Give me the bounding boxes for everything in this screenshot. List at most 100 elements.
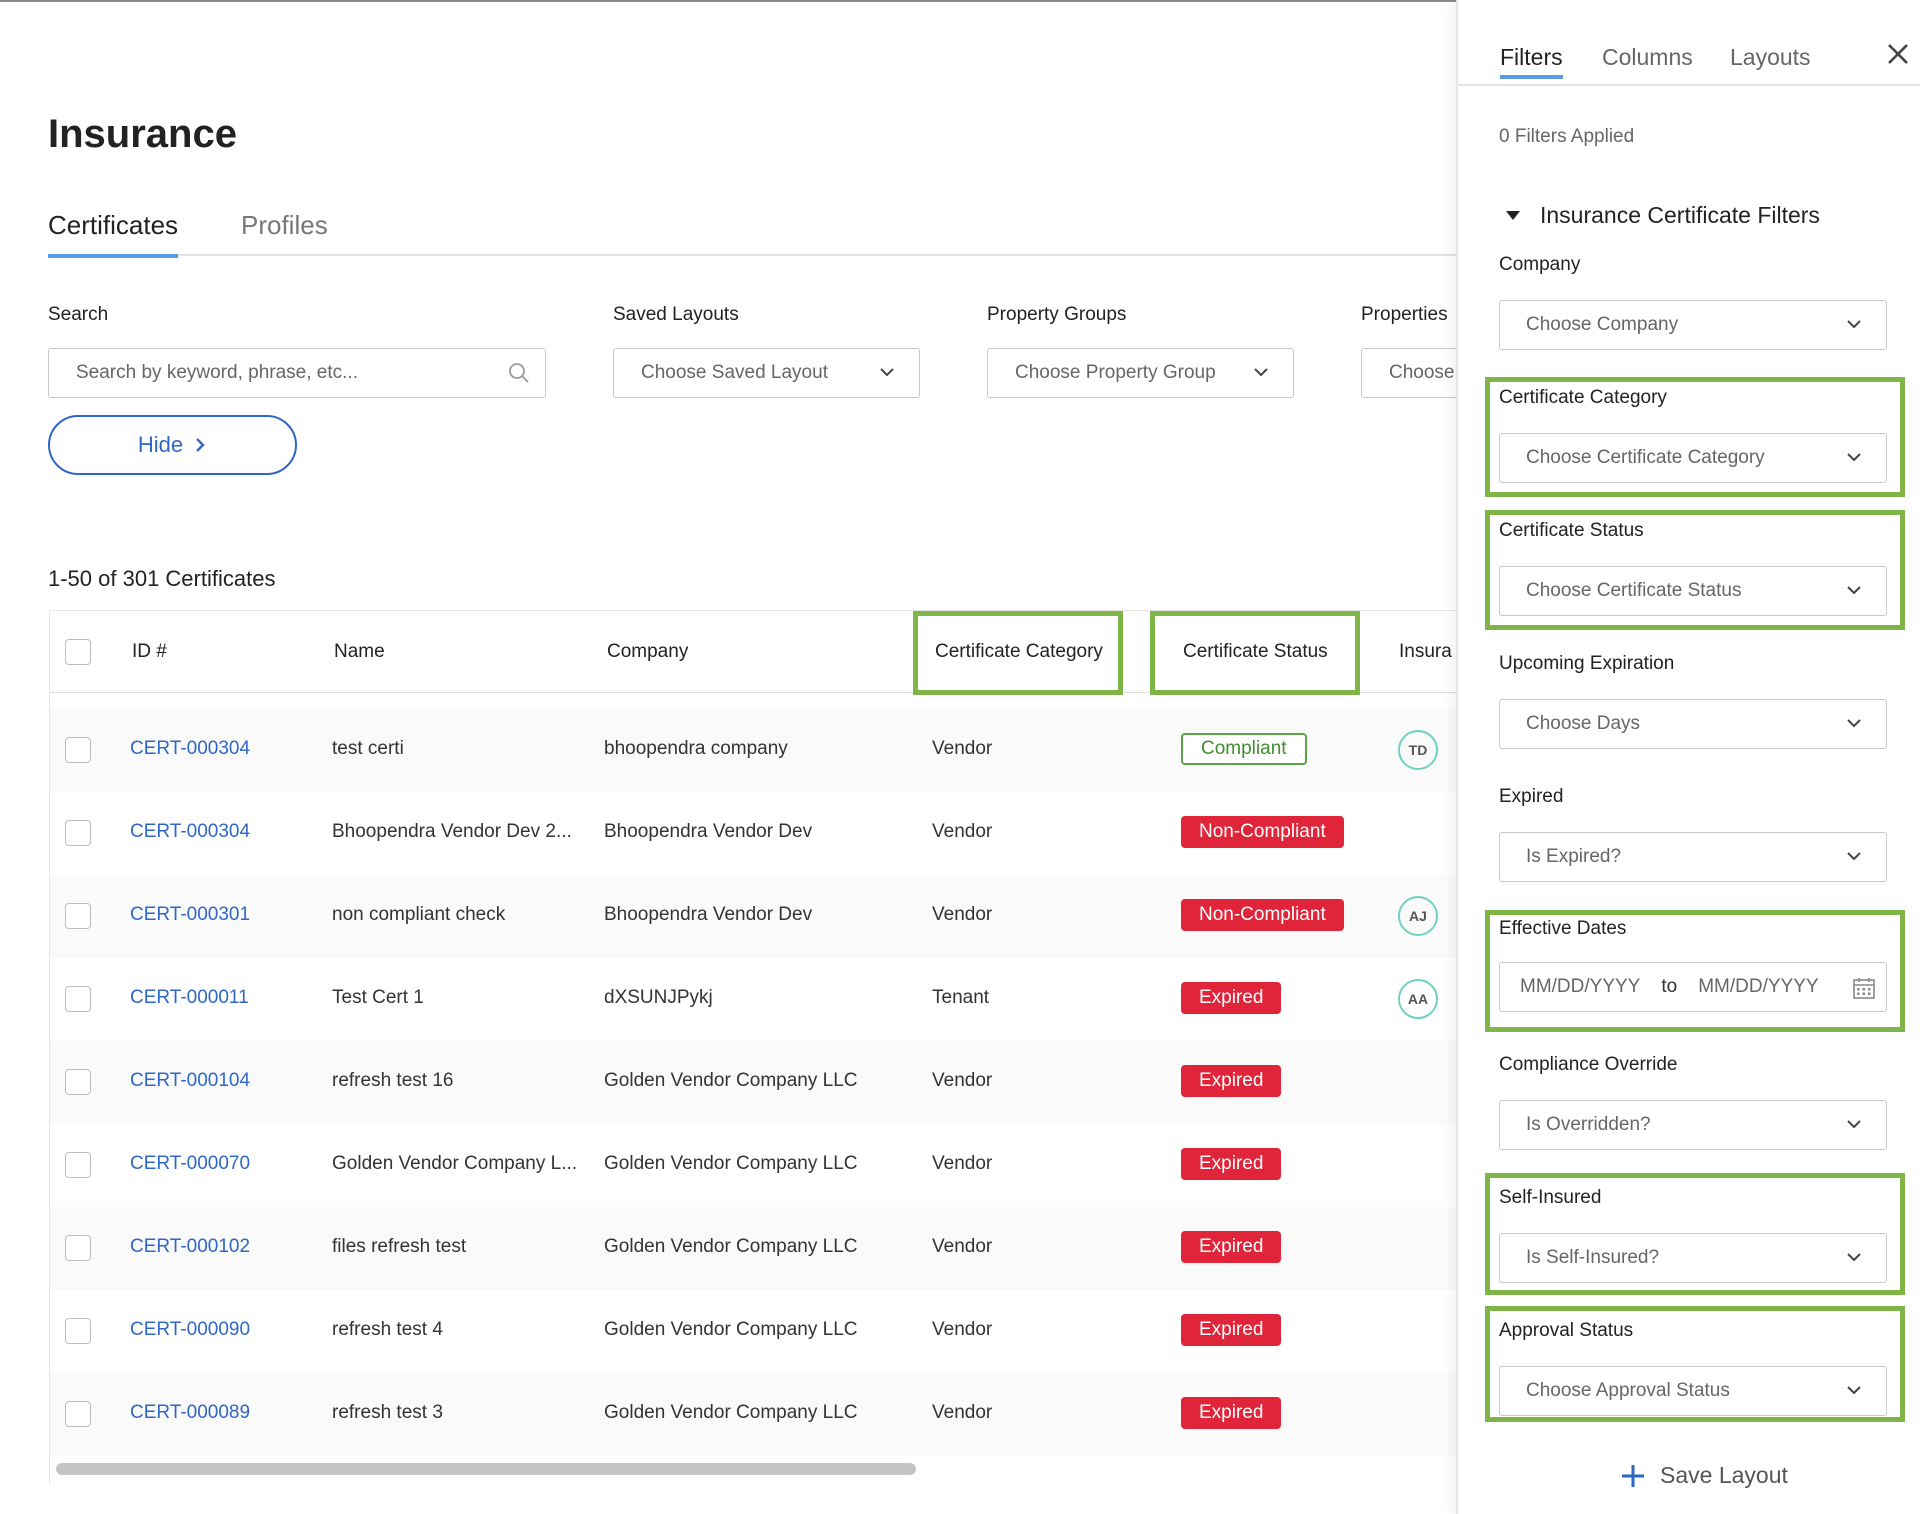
tab-columns[interactable]: Columns xyxy=(1602,44,1693,70)
certificate-id-link[interactable]: CERT-000089 xyxy=(130,1402,251,1423)
column-insurance[interactable]: Insura xyxy=(1399,641,1452,662)
certificate-company: Bhoopendra Vendor Dev xyxy=(604,904,813,925)
search-label: Search xyxy=(48,304,109,325)
properties-select[interactable]: Choose xyxy=(1361,348,1456,398)
certificate-name: refresh test 3 xyxy=(332,1402,443,1423)
expired-filter-label: Expired xyxy=(1499,786,1564,807)
row-checkbox[interactable] xyxy=(65,1401,91,1427)
table-row[interactable]: CERT-000070 Golden Vendor Company L... G… xyxy=(50,1124,1456,1207)
tab-layouts[interactable]: Layouts xyxy=(1730,44,1811,70)
top-border xyxy=(0,0,1456,2)
certificate-id-link[interactable]: CERT-000011 xyxy=(130,987,249,1008)
column-id[interactable]: ID # xyxy=(132,641,167,662)
date-from-input[interactable]: MM/DD/YYYY xyxy=(1520,976,1641,997)
table-row[interactable]: CERT-000304 Bhoopendra Vendor Dev 2... B… xyxy=(50,792,1456,875)
hide-button[interactable]: Hide xyxy=(48,415,297,475)
column-company[interactable]: Company xyxy=(607,641,689,662)
chevron-right-icon xyxy=(196,438,205,452)
certificate-id-link[interactable]: CERT-000090 xyxy=(130,1319,251,1340)
properties-value: Choose xyxy=(1389,362,1455,383)
company-filter-select[interactable]: Choose Company xyxy=(1499,300,1887,350)
date-to-input[interactable]: MM/DD/YYYY xyxy=(1698,976,1819,997)
select-all-checkbox[interactable] xyxy=(65,639,91,665)
override-filter-select[interactable]: Is Overridden? xyxy=(1499,1100,1887,1150)
self-insured-filter-select[interactable]: Is Self-Insured? xyxy=(1499,1233,1887,1283)
chevron-down-icon xyxy=(1847,586,1861,595)
status-badge: Expired xyxy=(1181,982,1282,1014)
row-checkbox[interactable] xyxy=(65,903,91,929)
close-icon[interactable] xyxy=(1886,42,1910,66)
row-checkbox[interactable] xyxy=(65,1235,91,1261)
row-checkbox[interactable] xyxy=(65,820,91,846)
tab-certificates[interactable]: Certificates xyxy=(48,210,179,258)
certificate-id-link[interactable]: CERT-000301 xyxy=(130,904,251,925)
status-badge: Non-Compliant xyxy=(1181,816,1344,848)
saved-layouts-select[interactable]: Choose Saved Layout xyxy=(613,348,920,398)
highlight-box-category-filter xyxy=(1485,377,1905,497)
filter-section-toggle[interactable]: Insurance Certificate Filters xyxy=(1506,202,1820,229)
saved-layouts-value: Choose Saved Layout xyxy=(641,362,828,383)
horizontal-scrollbar[interactable] xyxy=(56,1463,916,1475)
certificate-company: Golden Vendor Company LLC xyxy=(604,1319,858,1340)
certificate-category: Vendor xyxy=(932,904,993,925)
certificate-id-link[interactable]: CERT-000104 xyxy=(130,1070,251,1091)
approval-filter-value: Choose Approval Status xyxy=(1526,1380,1730,1401)
table-row[interactable]: CERT-000090 refresh test 4 Golden Vendor… xyxy=(50,1290,1456,1373)
expired-filter-select[interactable]: Is Expired? xyxy=(1499,832,1887,882)
table-row[interactable]: CERT-000011 Test Cert 1 dXSUNJPykj Tenan… xyxy=(50,958,1456,1041)
column-certificate-status[interactable]: Certificate Status xyxy=(1183,641,1328,662)
row-checkbox[interactable] xyxy=(65,986,91,1012)
approval-filter-select[interactable]: Choose Approval Status xyxy=(1499,1366,1887,1416)
column-certificate-category[interactable]: Certificate Category xyxy=(935,641,1103,662)
property-groups-value: Choose Property Group xyxy=(1015,362,1216,383)
certificate-id-link[interactable]: CERT-000070 xyxy=(130,1153,251,1174)
calendar-icon[interactable] xyxy=(1852,976,1876,1000)
page-tabs: Certificates Profiles xyxy=(48,210,1456,258)
table-row[interactable]: CERT-000104 refresh test 16 Golden Vendo… xyxy=(50,1041,1456,1124)
tab-profiles[interactable]: Profiles xyxy=(241,210,328,240)
certificate-name: Golden Vendor Company L... xyxy=(332,1153,578,1174)
chevron-down-icon xyxy=(880,368,894,377)
save-layout-button[interactable]: Save Layout xyxy=(1620,1462,1788,1489)
filter-section-title: Insurance Certificate Filters xyxy=(1540,202,1820,228)
certificate-name: refresh test 4 xyxy=(332,1319,443,1340)
filters-applied-count: 0 Filters Applied xyxy=(1499,126,1635,147)
certificate-id-link[interactable]: CERT-000304 xyxy=(130,738,251,759)
certificate-category: Vendor xyxy=(932,738,993,759)
certificate-id-link[interactable]: CERT-000102 xyxy=(130,1236,251,1257)
tab-filters[interactable]: Filters xyxy=(1500,44,1563,79)
certificate-name: refresh test 16 xyxy=(332,1070,454,1091)
highlight-box-dates-filter xyxy=(1485,910,1905,1032)
highlight-box-category-column xyxy=(913,611,1123,695)
certificate-category: Vendor xyxy=(932,1236,993,1257)
table-row[interactable]: CERT-000304 test certi bhoopendra compan… xyxy=(50,709,1456,792)
results-count: 1-50 of 301 Certificates xyxy=(48,566,276,591)
column-name[interactable]: Name xyxy=(334,641,385,662)
row-checkbox[interactable] xyxy=(65,737,91,763)
save-layout-label: Save Layout xyxy=(1660,1462,1788,1488)
status-badge: Expired xyxy=(1181,1314,1282,1346)
effective-dates-range[interactable]: MM/DD/YYYY to MM/DD/YYYY xyxy=(1499,962,1887,1012)
property-groups-select[interactable]: Choose Property Group xyxy=(987,348,1294,398)
hide-button-label: Hide xyxy=(137,432,184,457)
status-badge: Expired xyxy=(1181,1397,1282,1429)
plus-icon xyxy=(1622,1464,1644,1487)
row-checkbox[interactable] xyxy=(65,1152,91,1178)
certificate-category: Vendor xyxy=(932,1319,993,1340)
status-filter-select[interactable]: Choose Certificate Status xyxy=(1499,566,1887,616)
chevron-down-icon xyxy=(1254,368,1268,377)
row-checkbox[interactable] xyxy=(65,1318,91,1344)
table-row[interactable]: CERT-000301 non compliant check Bhoopend… xyxy=(50,875,1456,958)
certificate-id-link[interactable]: CERT-000304 xyxy=(130,821,251,842)
chevron-down-icon xyxy=(1847,453,1861,462)
expired-filter-value: Is Expired? xyxy=(1526,846,1622,867)
table-row[interactable]: CERT-000102 files refresh test Golden Ve… xyxy=(50,1207,1456,1290)
expiration-filter-select[interactable]: Choose Days xyxy=(1499,699,1887,749)
certificate-name: non compliant check xyxy=(332,904,506,925)
search-input[interactable]: Search by keyword, phrase, etc... xyxy=(48,348,546,398)
chevron-down-icon xyxy=(1847,320,1861,329)
row-checkbox[interactable] xyxy=(65,1069,91,1095)
table-row[interactable]: CERT-000089 refresh test 3 Golden Vendor… xyxy=(50,1373,1456,1456)
date-range-separator: to xyxy=(1661,976,1678,997)
category-filter-select[interactable]: Choose Certificate Category xyxy=(1499,433,1887,483)
